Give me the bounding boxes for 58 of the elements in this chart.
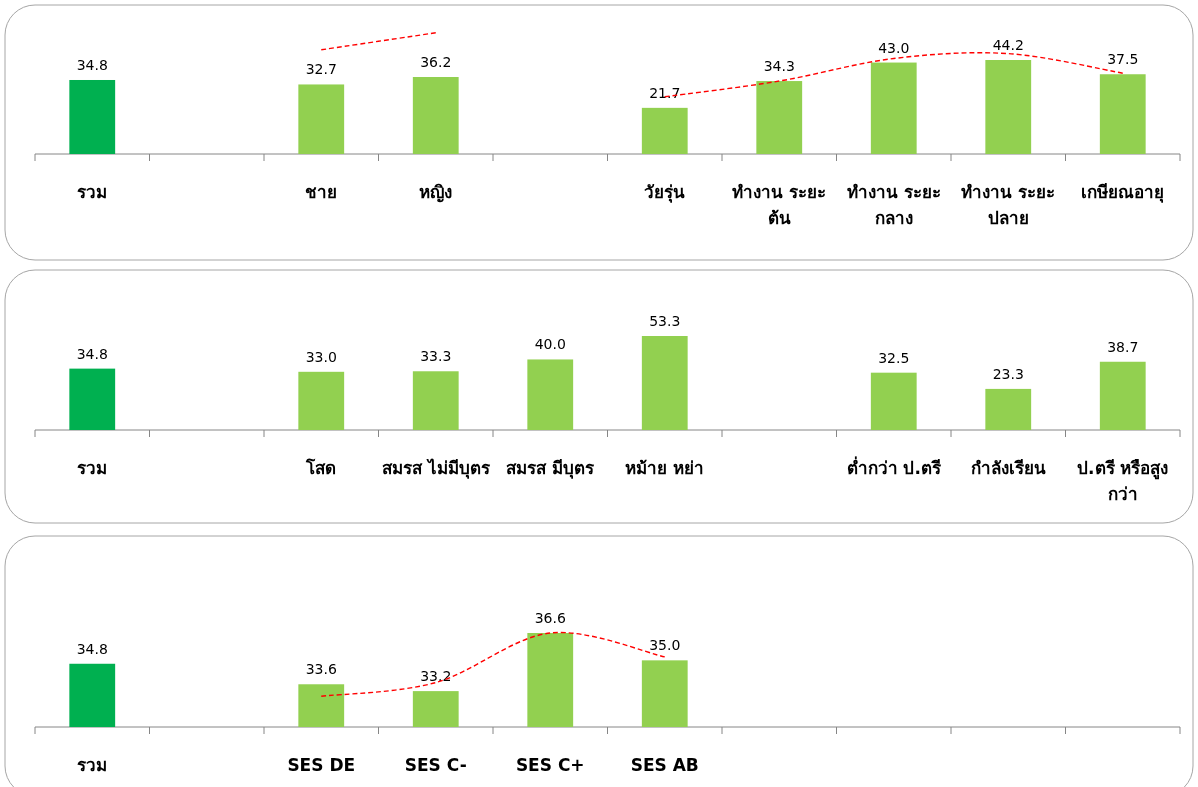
bar	[1099, 74, 1146, 154]
x-tick-label: ทำงาน ระยะปลาย	[960, 181, 1057, 230]
bar	[641, 336, 688, 430]
data-label: 53.3	[649, 313, 681, 329]
data-label: 35.0	[649, 637, 681, 654]
data-label: 44.2	[992, 37, 1024, 53]
x-tick-label: รวม	[76, 181, 109, 204]
data-label: 32.7	[305, 61, 337, 78]
data-label: 32.5	[878, 349, 910, 366]
data-label: 36.2	[420, 54, 452, 71]
x-tick-label: กำลังเรียน	[969, 457, 1047, 480]
data-label: 36.6	[534, 610, 566, 626]
x-tick-label: เกษียณอายุ	[1080, 181, 1166, 205]
x-tick-label: ทำงาน ระยะต้น	[731, 181, 828, 230]
data-label: 34.8	[76, 345, 108, 362]
x-tick-label: สมรส มีบุตร	[505, 457, 596, 481]
x-tick-label: รวม	[76, 754, 109, 777]
x-tick-label: ต่ำกว่า ป.ตรี	[845, 455, 942, 480]
x-tick-label: รวม	[76, 457, 109, 480]
x-tick-label: หม้าย หย่า	[624, 457, 706, 480]
bar	[641, 107, 688, 154]
bar	[870, 62, 917, 154]
data-label: 33.3	[420, 348, 452, 365]
bar	[870, 372, 917, 430]
x-tick-label: วัยรุ่น	[643, 181, 687, 205]
data-label: 33.2	[420, 668, 452, 685]
bar	[527, 359, 574, 430]
x-tick-label: สมรส ไม่มีบุตร	[380, 457, 491, 481]
x-tick-label: ชาย	[304, 181, 339, 204]
bar	[69, 79, 116, 154]
x-tick-label: SES C-	[403, 754, 468, 777]
data-label: 33.6	[305, 661, 337, 678]
x-tick-label: ป.ตรี หรือสูงกว่า	[1076, 457, 1170, 506]
x-tick-label: SES DE	[286, 754, 357, 777]
bar	[985, 388, 1032, 430]
bar	[1099, 361, 1146, 430]
x-tick-label: โสด	[305, 457, 338, 480]
data-label: 40.0	[534, 336, 566, 353]
bar	[756, 81, 803, 154]
data-label: 33.0	[305, 348, 337, 365]
x-tick-label: ทำงาน ระยะกลาง	[845, 181, 942, 230]
bar	[298, 84, 345, 154]
bar	[985, 60, 1032, 154]
x-tick-label: SES C+	[514, 754, 586, 777]
bar	[69, 368, 116, 430]
data-label: 21.7	[649, 84, 681, 101]
x-tick-label: หญิง	[418, 181, 454, 205]
data-label: 23.3	[992, 365, 1024, 382]
x-tick-label: SES AB	[629, 754, 700, 777]
bar	[298, 371, 345, 430]
bar	[412, 77, 459, 154]
data-label: 34.8	[76, 640, 108, 657]
bar	[412, 371, 459, 430]
data-label: 34.3	[763, 58, 795, 75]
data-label: 37.5	[1107, 51, 1139, 68]
data-label: 43.0	[878, 39, 910, 56]
data-label: 38.7	[1107, 338, 1139, 355]
data-label: 34.8	[76, 56, 108, 73]
